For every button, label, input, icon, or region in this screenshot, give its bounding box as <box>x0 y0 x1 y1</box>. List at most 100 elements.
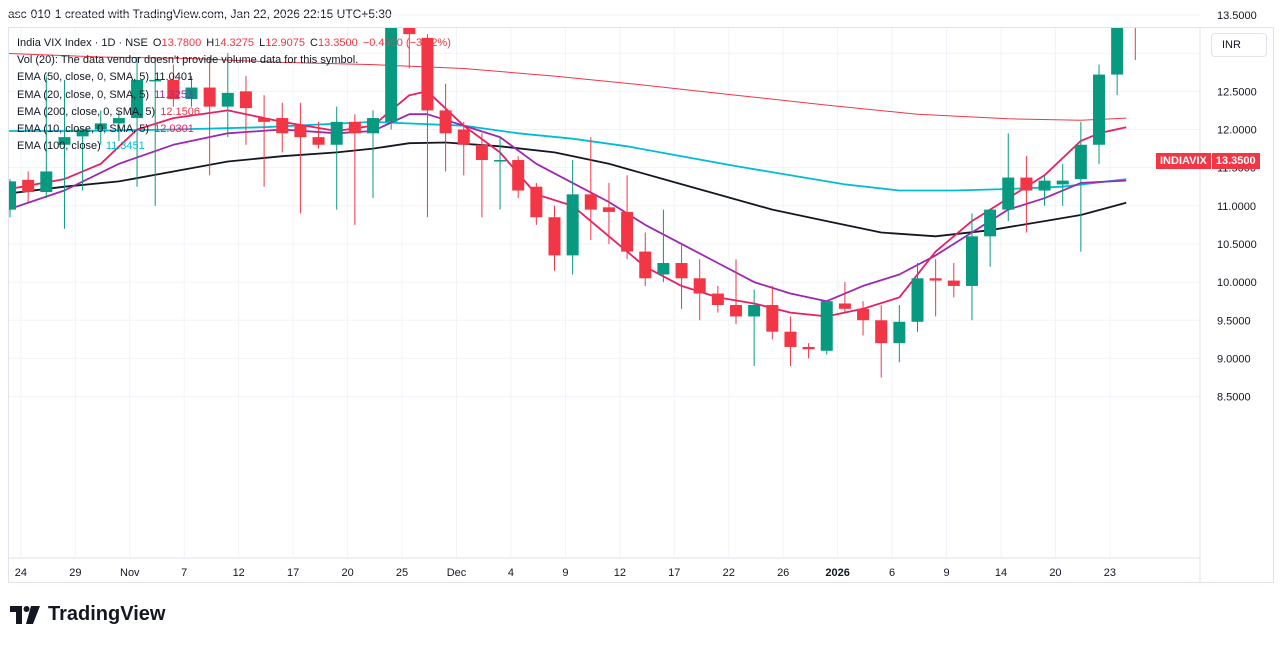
time-tick-label: 14 <box>995 567 1007 579</box>
candle-body <box>1002 177 1015 210</box>
candle-body <box>1020 177 1033 191</box>
candle-body <box>857 308 870 321</box>
candle-body <box>730 304 742 317</box>
candle-body <box>403 28 416 35</box>
candle-body <box>1074 144 1087 180</box>
candle-body <box>675 263 688 279</box>
candle-body <box>439 110 452 134</box>
candle-body <box>929 278 942 281</box>
candle-body <box>1038 180 1051 191</box>
chart-frame <box>8 27 1274 583</box>
chart-caption: asc-010-1 created with TradingView.com, … <box>8 7 392 21</box>
indicator-value: 11.0401 <box>154 71 194 84</box>
time-tick-label: 25 <box>396 567 408 579</box>
symbol-title[interactable]: India VIX Index · 1D · NSE <box>17 37 148 49</box>
legend: India VIX Index · 1D · NSE O13.7800 H14.… <box>17 35 451 155</box>
candle-body <box>548 217 561 256</box>
price-tick-label: 9.5000 <box>1217 315 1251 327</box>
time-tick-label: 9 <box>562 567 568 579</box>
time-tick-label: Nov <box>120 567 140 579</box>
candle-body <box>203 87 216 107</box>
ohlc-close: C13.3500 <box>310 37 358 49</box>
candle-body <box>94 123 107 130</box>
tradingview-logo-icon <box>10 605 40 624</box>
candle-body <box>421 37 434 111</box>
candle-body <box>40 171 53 193</box>
candle-body <box>367 118 379 134</box>
candle-body <box>330 121 343 145</box>
candle-body <box>22 179 35 193</box>
candle-body <box>530 186 543 218</box>
ema-line <box>9 141 1127 238</box>
candle-body <box>584 194 597 210</box>
candle-body <box>748 304 761 317</box>
time-tick-label: 20 <box>1049 567 1061 579</box>
price-tick-label: 11.0000 <box>1217 201 1256 213</box>
badge-symbol: INDIAVIX <box>1156 153 1212 169</box>
candle-body <box>149 79 162 82</box>
candle-body <box>312 137 325 145</box>
candle-body <box>784 331 797 347</box>
candle-body <box>766 304 779 332</box>
price-tick-label: 10.0000 <box>1217 277 1257 289</box>
ohlc-low: L12.9075 <box>259 37 305 49</box>
candle-body <box>621 211 634 252</box>
ohlc-change: −0.4300 (−3.12%) <box>362 37 451 49</box>
tradingview-logo[interactable]: TradingView <box>10 603 165 626</box>
time-tick-label: 4 <box>508 567 514 579</box>
time-tick-label: 23 <box>1104 567 1116 579</box>
candle-body <box>875 320 888 344</box>
indicator-label: EMA (50, close, 0, SMA, 5) <box>17 71 150 84</box>
candle-body <box>112 118 125 124</box>
time-tick-label: 22 <box>723 567 735 579</box>
candle-body <box>820 301 833 351</box>
price-tick-label: 9.0000 <box>1217 353 1251 365</box>
candle-body <box>984 209 997 237</box>
legend-volume[interactable]: Vol (20): The data vendor doesn't provid… <box>17 54 359 67</box>
ohlc-open: O13.7800 <box>152 37 202 49</box>
time-tick-label: 7 <box>181 567 187 579</box>
time-tick-label: 26 <box>777 567 789 579</box>
price-tick-label: 8.5000 <box>1217 392 1251 404</box>
time-tick-label: 24 <box>15 567 27 579</box>
time-tick-label: 29 <box>69 567 81 579</box>
candle-body <box>965 236 978 286</box>
time-tick-label: 9 <box>943 567 949 579</box>
last-price-badge: INDIAVIX 13.3500 <box>1156 153 1260 169</box>
legend-symbol-row: India VIX Index · 1D · NSE O13.7800 H14.… <box>17 35 451 52</box>
candle-body <box>1111 28 1124 75</box>
candlestick-series <box>9 28 1136 378</box>
candle-body <box>131 79 144 119</box>
indicator-label: EMA (200, close, 0, SMA, 5) <box>17 105 156 118</box>
candle-body <box>494 160 507 162</box>
ema-line <box>9 53 1127 121</box>
legend-indicator-row[interactable]: EMA (10, close, 0, SMA, 5) 12.0301 <box>17 121 451 138</box>
candle-body <box>1056 180 1069 185</box>
candle-body <box>167 79 180 99</box>
legend-indicator-row[interactable]: EMA (200, close, 0, SMA, 5) 12.1506 <box>17 104 451 121</box>
price-tick-label: 12.0000 <box>1217 125 1257 137</box>
indicator-value: 11.3253 <box>154 88 194 101</box>
indicator-label: EMA (20, close, 0, SMA, 5) <box>17 88 150 101</box>
legend-indicator-row[interactable]: EMA (100, close) 11.3451 <box>17 138 451 155</box>
legend-indicator-row[interactable]: EMA (20, close, 0, SMA, 5) 11.3253 <box>17 87 451 104</box>
time-tick-label: 2026 <box>825 567 849 579</box>
time-axis: 24 29 Nov 7 12 17 20 25 Dec 4 9 12 17 22 26 2026 6 9 14 20 2… <box>9 28 1201 583</box>
indicator-value: 12.0301 <box>154 123 194 136</box>
candle-body <box>76 129 89 137</box>
currency-selector[interactable]: INR <box>1211 33 1267 57</box>
candle-body <box>947 280 960 286</box>
candle-body <box>838 303 851 309</box>
candle-body <box>512 160 525 191</box>
candle-body <box>185 87 198 99</box>
candle-body <box>1093 74 1105 145</box>
candle-body <box>348 121 361 134</box>
candle-body <box>9 181 16 210</box>
price-tick-label: 12.5000 <box>1217 86 1257 98</box>
price-tick-label: 13.5000 <box>1217 10 1257 22</box>
candle-body <box>221 92 234 107</box>
candle-body <box>276 118 289 134</box>
legend-indicator-row[interactable]: EMA (50, close, 0, SMA, 5) 11.0401 <box>17 69 451 86</box>
price-axis: 8.5000 9.0000 9.5000 10.0000 10.5000 11.0000 1… <box>1217 10 1257 404</box>
